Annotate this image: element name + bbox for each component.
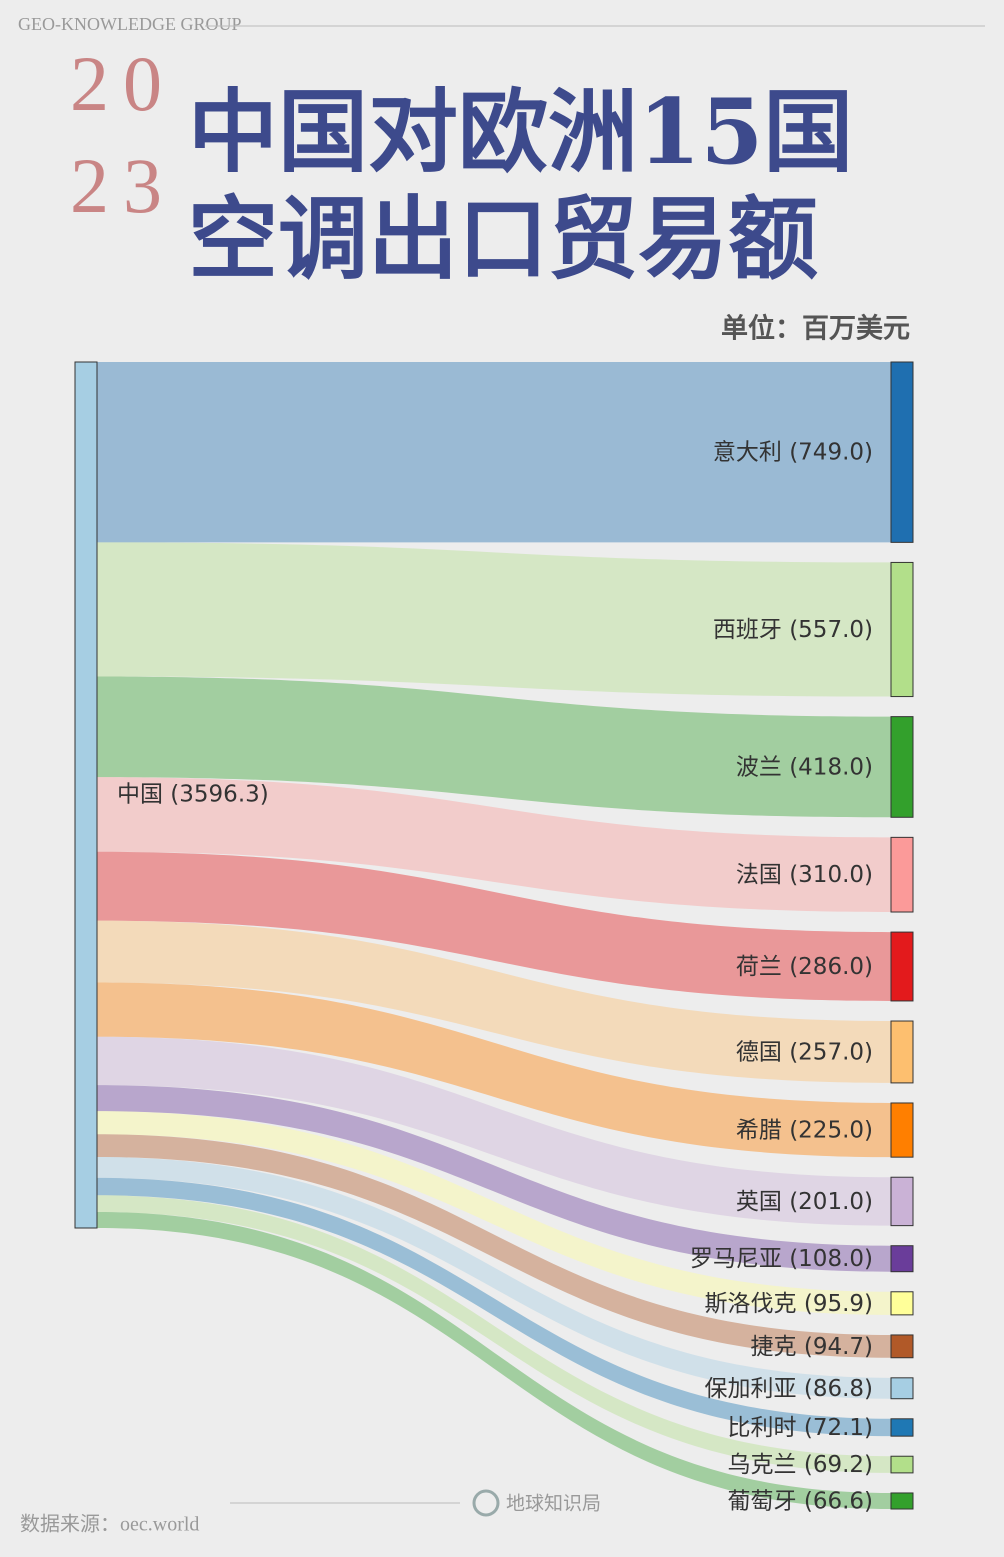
target-label: 法国 (310.0) (736, 862, 873, 888)
target-label: 德国 (257.0) (736, 1039, 873, 1065)
flow (97, 920, 891, 1083)
flow (97, 1085, 891, 1272)
watermark: 地球知识局 (506, 1493, 601, 1515)
target-node (890, 1492, 914, 1510)
flow (97, 362, 891, 543)
target-label: 比利时 (72.1) (728, 1415, 873, 1441)
sankey: 意大利 (749.0) 西班牙 (557.0) 波兰 (418.0) 法国 (310.… (74, 361, 914, 1514)
target-label: 葡萄牙 (66.6) (728, 1488, 873, 1514)
source-note: 数据来源：oec.world (20, 1513, 199, 1536)
target-label: 乌克兰 (69.2) (728, 1452, 873, 1478)
target-node (890, 931, 914, 1002)
source-node (74, 361, 98, 1229)
flow (97, 1195, 891, 1473)
target-node (890, 1291, 914, 1316)
target-node (890, 561, 914, 698)
target-node (890, 1245, 914, 1273)
flow (97, 1111, 891, 1315)
target-node (890, 1418, 914, 1437)
target-label: 斯洛伐克 (95.9) (705, 1291, 873, 1317)
target-node (890, 361, 914, 543)
flow (97, 542, 891, 697)
flow (97, 676, 891, 818)
target-label: 西班牙 (557.0) (713, 617, 873, 643)
target-node (890, 1176, 914, 1227)
target-node (890, 716, 914, 818)
target-label: 波兰 (418.0) (736, 754, 873, 780)
target-label: 英国 (201.0) (736, 1189, 873, 1215)
target-label: 保加利亚 (86.8) (705, 1376, 873, 1402)
target-node (890, 1377, 914, 1400)
flow (97, 1177, 891, 1437)
target-node (890, 1334, 914, 1359)
brand: GEO-KNOWLEDGE GROUP (18, 14, 241, 34)
unit: 单位：百万美元 (721, 313, 910, 345)
flow (97, 851, 891, 1001)
target-node (890, 1455, 914, 1474)
flow (97, 1211, 891, 1509)
source-label: 中国 (3596.3) (117, 782, 269, 808)
year-part: 20 (70, 40, 176, 127)
watermark-icon (472, 1489, 500, 1517)
year-part: 23 (70, 142, 176, 229)
title-line: 空调出口贸易额 (188, 186, 818, 292)
target-node (890, 1020, 914, 1084)
flow (97, 1036, 891, 1226)
target-label: 罗马尼亚 (108.0) (690, 1246, 873, 1272)
flow (97, 777, 891, 913)
title-line: 中国对欧洲15国 (188, 79, 853, 185)
flow (97, 1134, 891, 1358)
flow (97, 1157, 891, 1399)
target-node (890, 1102, 914, 1158)
target-label: 意大利 (749.0) (713, 440, 873, 466)
target-label: 捷克 (94.7) (751, 1334, 873, 1360)
target-node (890, 836, 914, 913)
target-label: 希腊 (225.0) (736, 1118, 873, 1144)
flow (97, 982, 891, 1158)
target-label: 荷兰 (286.0) (736, 954, 873, 980)
